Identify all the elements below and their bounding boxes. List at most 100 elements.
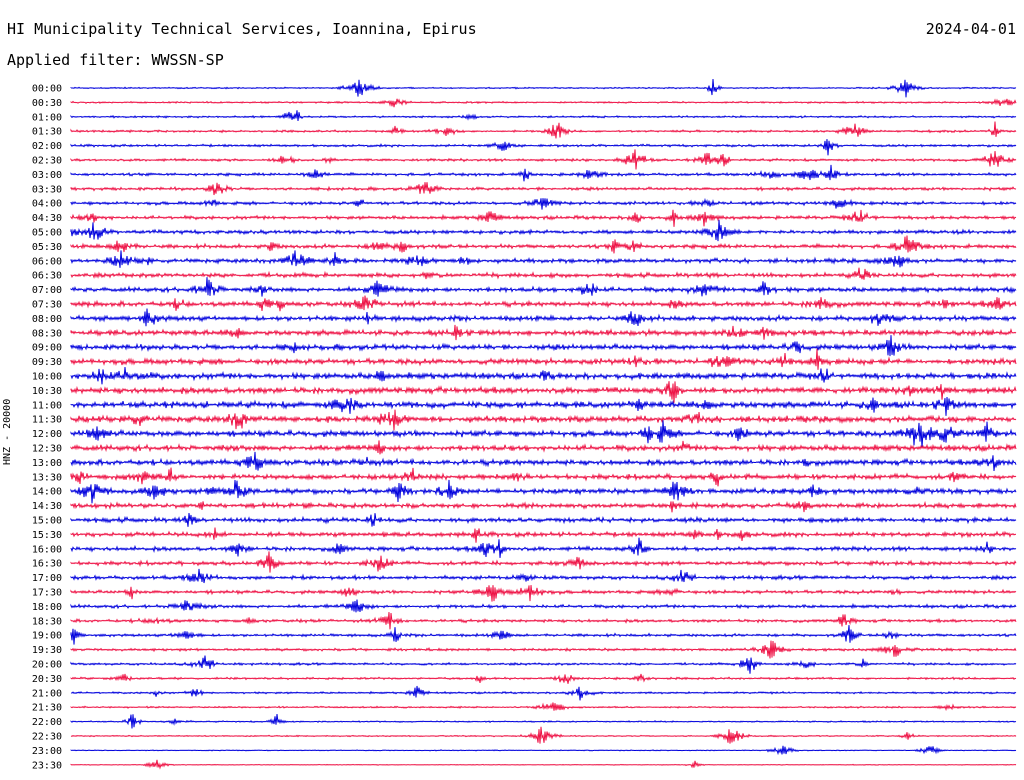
seismic-trace	[70, 673, 1017, 684]
row-time-label: 01:00	[32, 112, 62, 123]
seismic-trace	[70, 219, 1017, 242]
seismic-trace	[70, 512, 1017, 527]
row-time-label: 15:00	[32, 516, 62, 527]
seismic-trace	[70, 98, 1017, 108]
row-time-label: 23:00	[32, 746, 62, 757]
row-time-label: 01:30	[32, 127, 62, 138]
seismic-trace	[70, 324, 1017, 341]
seismic-trace	[70, 585, 1017, 602]
seismic-trace	[70, 381, 1017, 403]
row-time-label: 02:00	[32, 141, 62, 152]
seismic-trace	[70, 277, 1017, 297]
row-time-label: 02:30	[32, 156, 62, 167]
row-time-label: 10:00	[32, 372, 62, 383]
row-time-label: 07:00	[32, 285, 62, 296]
row-time-label: 16:00	[32, 544, 62, 555]
row-time-label: 06:30	[32, 271, 62, 282]
row-time-label: 00:30	[32, 98, 62, 109]
seismic-trace	[70, 209, 1017, 227]
seismic-trace	[70, 335, 1017, 357]
filter-label: Applied filter: WWSSN-SP	[7, 51, 224, 69]
seismic-trace	[70, 726, 1017, 744]
seismic-trace	[70, 396, 1017, 416]
seismic-trace	[70, 139, 1017, 156]
row-time-label: 03:30	[32, 184, 62, 195]
row-time-label: 08:00	[32, 314, 62, 325]
row-time-label: 19:30	[32, 645, 62, 656]
seismic-trace	[70, 197, 1017, 210]
seismic-trace	[70, 121, 1017, 139]
seismic-trace	[70, 640, 1017, 659]
seismic-trace	[70, 655, 1017, 674]
seismic-trace	[70, 182, 1017, 196]
row-time-label: 11:30	[32, 415, 62, 426]
row-time-label: 12:00	[32, 429, 62, 440]
seismic-trace	[70, 537, 1017, 558]
row-time-label: 16:30	[32, 559, 62, 570]
row-time-label: 11:00	[32, 400, 62, 411]
seismic-trace	[70, 527, 1017, 543]
seismic-trace	[70, 451, 1017, 472]
seismic-trace	[70, 250, 1017, 268]
row-time-label: 13:00	[32, 458, 62, 469]
seismic-trace	[70, 612, 1017, 630]
seismic-trace	[70, 235, 1017, 254]
row-time-label: 12:30	[32, 444, 62, 455]
seismic-trace	[70, 479, 1017, 504]
seismic-trace	[70, 78, 1017, 98]
row-time-label: 05:00	[32, 228, 62, 239]
seismic-trace	[70, 149, 1017, 170]
row-time-label: 23:30	[32, 760, 62, 771]
seismic-trace	[70, 420, 1017, 449]
row-time-label: 06:00	[32, 256, 62, 267]
row-time-label: 03:00	[32, 170, 62, 181]
seismic-trace	[70, 745, 1017, 756]
row-time-label: 04:00	[32, 199, 62, 210]
seismic-trace	[70, 467, 1017, 487]
row-time-label: 17:00	[32, 573, 62, 584]
row-time-label: 21:30	[32, 703, 62, 714]
row-time-label: 17:30	[32, 588, 62, 599]
seismic-trace	[70, 267, 1017, 280]
row-time-label: 19:00	[32, 631, 62, 642]
row-time-label: 21:00	[32, 688, 62, 699]
row-time-label: 14:30	[32, 501, 62, 512]
row-time-label: 22:30	[32, 732, 62, 743]
row-time-label: 20:00	[32, 660, 62, 671]
row-time-label: 15:30	[32, 530, 62, 541]
row-time-label: 18:00	[32, 602, 62, 613]
record-date: 2024-04-01	[925, 20, 1016, 38]
seismic-trace	[70, 348, 1017, 370]
seismic-trace	[70, 295, 1017, 312]
seismic-trace	[70, 759, 1017, 770]
row-time-label: 13:30	[32, 472, 62, 483]
seismic-trace	[70, 409, 1017, 431]
row-time-label: 09:00	[32, 343, 62, 354]
row-time-label: 00:00	[32, 84, 62, 95]
row-time-label: 05:30	[32, 242, 62, 253]
row-time-label: 10:30	[32, 386, 62, 397]
seismic-trace	[70, 110, 1017, 122]
seismic-trace	[70, 500, 1017, 513]
seismic-trace	[70, 599, 1017, 613]
seismic-trace	[70, 164, 1017, 182]
seismic-trace	[70, 568, 1017, 584]
seismic-trace	[70, 625, 1017, 645]
row-time-label: 09:30	[32, 357, 62, 368]
seismic-trace	[70, 551, 1017, 573]
seismic-trace	[70, 308, 1017, 327]
seismic-trace	[70, 685, 1017, 701]
seismic-trace	[70, 440, 1017, 455]
row-time-label: 20:30	[32, 674, 62, 685]
seismic-trace	[70, 713, 1017, 729]
seismic-trace	[70, 366, 1017, 385]
station-title: HI Municipality Technical Services, Ioan…	[7, 20, 477, 38]
seismic-trace	[70, 702, 1017, 712]
row-time-label: 18:30	[32, 616, 62, 627]
row-time-label: 08:30	[32, 328, 62, 339]
row-time-label: 14:00	[32, 487, 62, 498]
row-time-label: 04:30	[32, 213, 62, 224]
row-time-label: 07:30	[32, 300, 62, 311]
row-time-label: 22:00	[32, 717, 62, 728]
